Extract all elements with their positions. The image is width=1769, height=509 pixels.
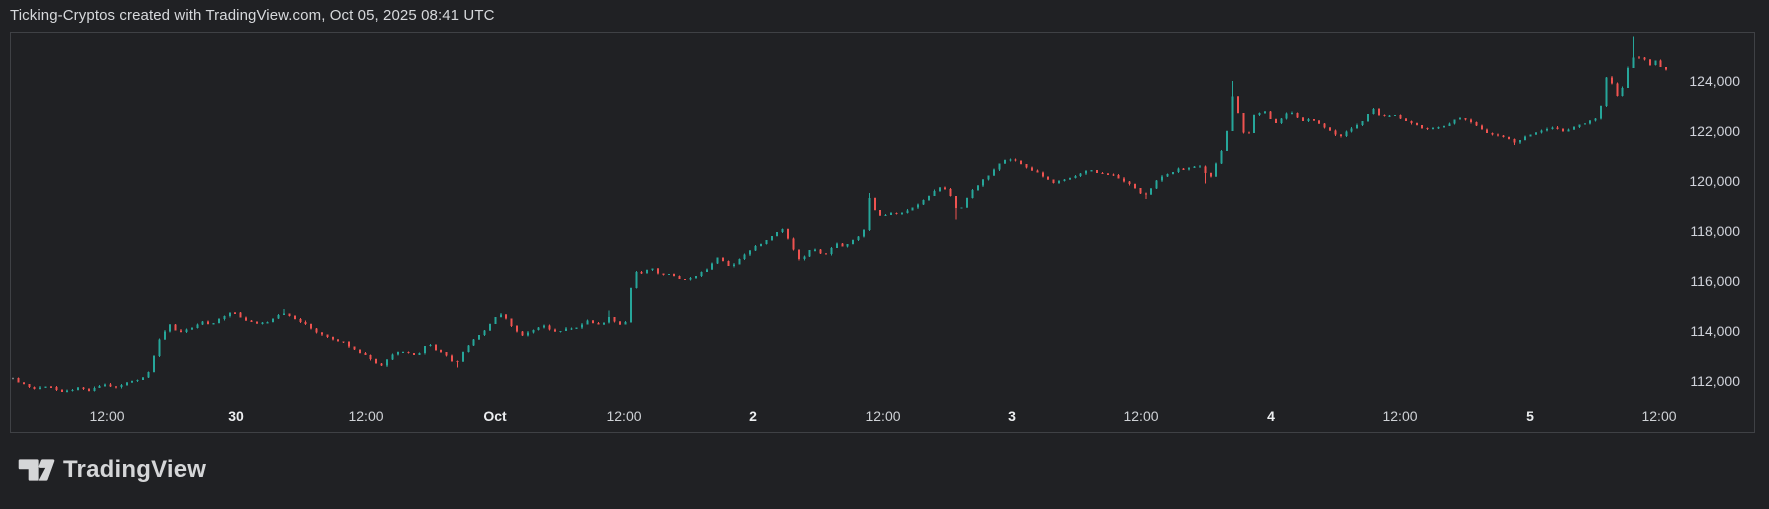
price-tick-label: 120,000	[1689, 173, 1740, 189]
time-tick-label: 12:00	[865, 408, 901, 424]
time-tick-label: 12:00	[1123, 408, 1159, 424]
price-tick-label: 124,000	[1689, 73, 1740, 89]
time-tick-label: 12:00	[348, 408, 384, 424]
date-tick-label: Oct	[483, 408, 507, 424]
chart-frame	[10, 32, 1755, 433]
date-tick-label: 4	[1267, 408, 1275, 424]
price-tick-label: 114,000	[1690, 323, 1740, 339]
time-tick-label: 12:00	[1382, 408, 1418, 424]
price-tick-label: 122,000	[1689, 123, 1740, 139]
chart-title: Ticking-Cryptos created with TradingView…	[10, 7, 495, 24]
time-tick-label: 12:00	[606, 408, 642, 424]
price-tick-label: 116,000	[1690, 273, 1740, 289]
time-tick-label: 12:00	[1641, 408, 1677, 424]
tradingview-logo-icon	[18, 459, 55, 481]
time-tick-label: 12:00	[89, 408, 125, 424]
price-tick-label: 112,000	[1690, 373, 1740, 389]
date-tick-label: 5	[1526, 408, 1534, 424]
date-tick-label: 3	[1008, 408, 1016, 424]
tradingview-logo-text: TradingView	[63, 456, 207, 483]
price-tick-label: 118,000	[1690, 223, 1740, 239]
tradingview-logo[interactable]: TradingView	[18, 456, 206, 484]
date-tick-label: 30	[228, 408, 244, 424]
date-tick-label: 2	[749, 408, 757, 424]
